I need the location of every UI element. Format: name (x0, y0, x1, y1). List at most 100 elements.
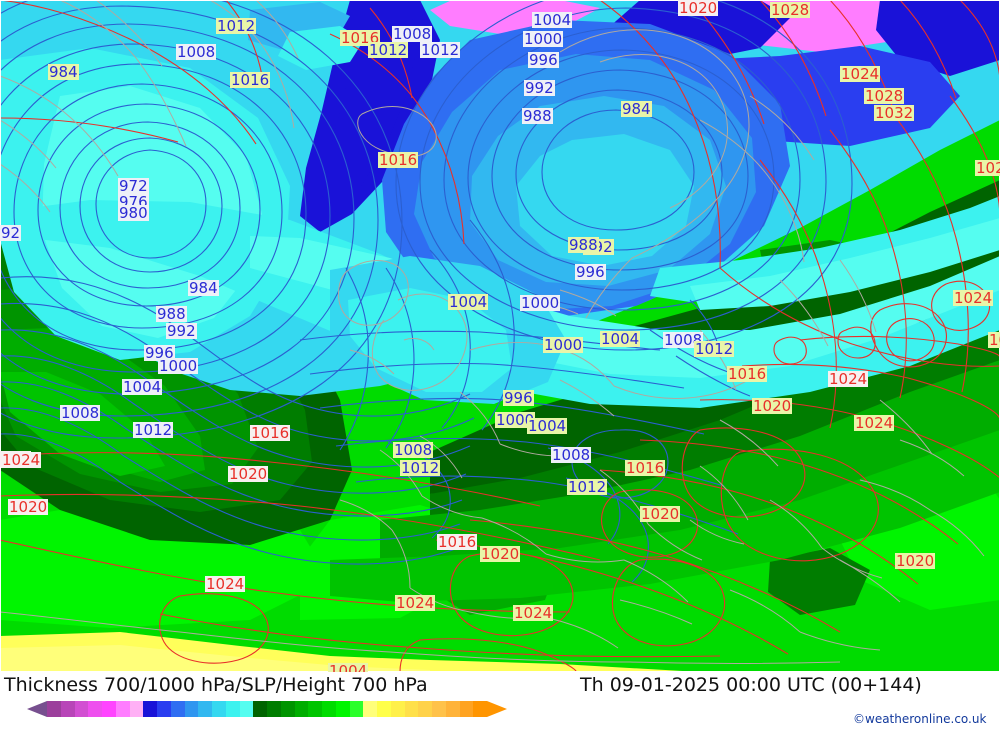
contour-label: 1016 (230, 71, 271, 89)
contour-label: 1012 (420, 41, 461, 59)
contour-label: 1012 (133, 421, 174, 439)
color-swatch (294, 701, 309, 717)
contour-label: 1024 (1, 451, 42, 469)
color-swatch (184, 701, 199, 717)
contour-label: 92 (0, 224, 22, 242)
contour-label: 988 (568, 236, 599, 254)
color-swatch (157, 701, 171, 717)
contour-label: 1036 (988, 332, 1000, 348)
color-swatch (253, 701, 267, 717)
contour-label: 1004 (532, 11, 573, 29)
contour-label: 1024 (395, 594, 436, 612)
contour-label: 1020 (228, 465, 269, 483)
color-swatch (404, 701, 419, 717)
contour-label: 1012 (368, 41, 409, 59)
model-run-info: Th 09-01-2025 00:00 UTC (00+144) (580, 674, 922, 696)
color-swatch (432, 701, 446, 717)
map-canvas (0, 0, 1000, 672)
color-swatch (445, 701, 460, 717)
contour-label: 1012 (567, 478, 608, 496)
color-swatch (143, 701, 157, 717)
color-swatch (47, 701, 61, 717)
color-swatch (129, 701, 144, 717)
contour-label: 1008 (392, 25, 433, 43)
contour-label: 1000 (495, 411, 536, 429)
legend-panel: Thickness 700/1000 hPa/SLP/Height 700 hP… (0, 672, 1000, 733)
color-scale-over-arrow (487, 701, 507, 717)
color-swatch (198, 701, 212, 717)
contour-label: 1024 (953, 289, 994, 307)
color-swatch (322, 701, 336, 717)
color-swatch (335, 701, 350, 717)
color-swatch (88, 701, 102, 717)
contour-label: 1000 (523, 30, 564, 48)
contour-label: 1020 (640, 505, 681, 523)
contour-label: 1016 (378, 151, 419, 169)
contour-label: 1004 (600, 330, 641, 348)
color-swatch (267, 701, 281, 717)
contour-label: 988 (522, 107, 553, 125)
contour-label: 1024 (513, 604, 554, 622)
contour-label: 984 (621, 100, 652, 118)
contour-label: 992 (524, 79, 555, 97)
color-swatch (280, 701, 295, 717)
contour-label: 1008 (393, 441, 434, 459)
contour-label: 1004 (527, 417, 568, 435)
color-swatch (308, 701, 322, 717)
color-swatch (170, 701, 185, 717)
color-scale-swatches (47, 701, 487, 717)
contour-label: 1012 (216, 17, 257, 35)
color-swatch (239, 701, 254, 717)
contour-label: 1020 (895, 552, 936, 570)
contour-label: 1024 (840, 65, 881, 83)
color-swatch (363, 701, 377, 717)
contour-label: 1016 (250, 424, 291, 442)
color-swatch (473, 701, 487, 717)
chart-title: Thickness 700/1000 hPa/SLP/Height 700 hP… (4, 674, 428, 696)
color-swatch (74, 701, 89, 717)
contour-label: 980 (118, 204, 149, 222)
contour-label: 1004 (448, 293, 489, 311)
color-scale-under-arrow (27, 701, 47, 717)
contour-label: 1000 (158, 357, 199, 375)
contour-label: 1016 (727, 365, 768, 383)
contour-label: 1024 (854, 414, 895, 432)
contour-label: 1008 (663, 331, 704, 349)
contour-label: 1008 (60, 404, 101, 422)
color-swatch (212, 701, 226, 717)
color-swatch (390, 701, 405, 717)
color-swatch (349, 701, 364, 717)
contour-label: 1024 (828, 370, 869, 388)
contour-label: 1028 (864, 87, 905, 105)
contour-label: 1004 (328, 663, 369, 672)
contour-label: 1020 (752, 397, 793, 415)
contour-label: 1012 (694, 340, 735, 358)
contour-label: 996 (575, 263, 606, 281)
contour-label: 1020 (8, 498, 49, 516)
contour-label: 1016 (625, 459, 666, 477)
contour-label: 992 (166, 322, 197, 340)
contour-label: 1032 (874, 104, 915, 122)
contour-label: 984 (188, 279, 219, 297)
color-swatch (459, 701, 474, 717)
contour-label: 1008 (551, 446, 592, 464)
thickness-slp-map[interactable]: 1012 1008 1016 984 1016 1008 1012 1012 1016 1004 1… (0, 0, 1000, 672)
color-swatch (102, 701, 116, 717)
contour-label: 1024 (205, 575, 246, 593)
contour-label: 996 (528, 51, 559, 69)
contour-label: 996 (144, 344, 175, 362)
color-swatch (377, 701, 391, 717)
contour-label: 984 (48, 63, 79, 81)
color-scale: 257263269275281287293299305311317320 (27, 701, 507, 717)
color-swatch (115, 701, 130, 717)
color-swatch (418, 701, 432, 717)
contour-label: 988 (156, 305, 187, 323)
contour-label: 1008 (176, 43, 217, 61)
contour-label: 1016 (437, 533, 478, 551)
contour-label: 102 (975, 160, 1000, 176)
contour-label: 972 (118, 177, 149, 195)
contour-label: 1000 (520, 294, 561, 312)
color-swatch (60, 701, 75, 717)
contour-label: 1000 (543, 336, 584, 354)
